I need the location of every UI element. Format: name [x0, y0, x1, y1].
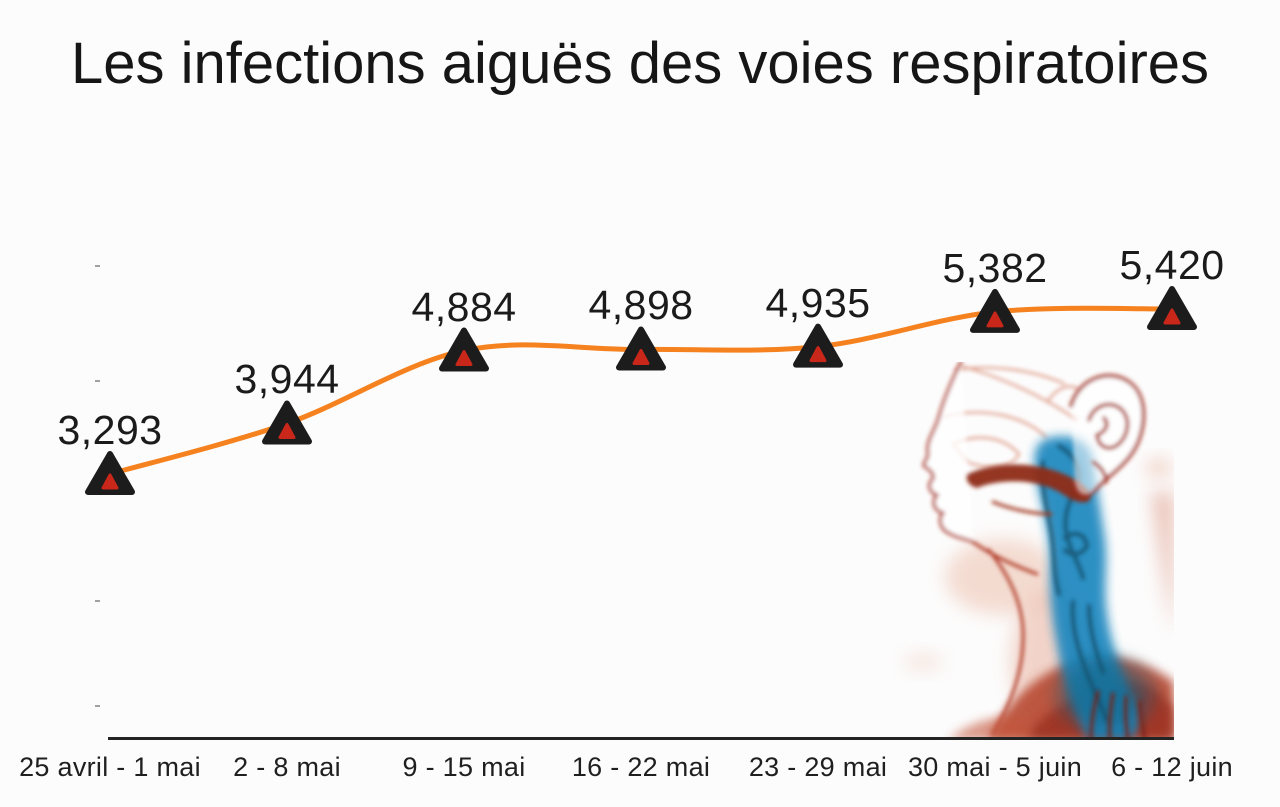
data-point-marker — [1147, 285, 1197, 330]
data-point-marker-inner — [1163, 308, 1181, 325]
value-label: 4,884 — [411, 283, 517, 330]
ear — [1069, 373, 1146, 497]
head-profile-illustration — [903, 362, 1174, 740]
data-point-marker — [262, 400, 312, 445]
chart-title: Les infections aiguës des voies respirat… — [70, 31, 1210, 96]
y-axis-tick — [95, 600, 100, 602]
y-axis-tick — [95, 380, 100, 382]
face-neck-outline — [922, 362, 1039, 736]
data-point-marker — [85, 450, 135, 495]
data-point-marker-inner — [986, 311, 1004, 328]
data-point-marker-inner — [278, 422, 296, 439]
airway-highlight — [1034, 436, 1153, 740]
x-axis-label: 2 - 8 mai — [233, 752, 341, 782]
trachea-strands — [1089, 690, 1147, 740]
value-label: 3,293 — [57, 406, 163, 453]
data-point-marker — [970, 288, 1020, 333]
value-label: 4,935 — [765, 279, 871, 326]
data-point-marker-inner — [632, 348, 650, 365]
x-axis-label: 16 - 22 mai — [571, 752, 711, 782]
x-axis-label: 6 - 12 juin — [1111, 752, 1233, 782]
value-label: 5,382 — [942, 244, 1048, 291]
data-point-marker-inner — [455, 350, 473, 367]
data-point-marker — [616, 326, 666, 371]
value-label: 3,944 — [234, 356, 340, 403]
data-point-marker — [793, 323, 843, 368]
x-axis-label: 25 avril - 1 mai — [19, 752, 201, 782]
x-axis-label: 30 mai - 5 juin — [907, 752, 1083, 782]
value-label: 4,898 — [588, 282, 694, 329]
x-axis-line — [108, 737, 1174, 740]
value-label: 5,420 — [1119, 241, 1225, 288]
y-axis-tick — [95, 705, 100, 707]
x-axis-label: 23 - 29 mai — [748, 752, 888, 782]
data-point-marker — [439, 327, 489, 372]
y-axis-tick — [95, 265, 100, 267]
x-axis-label: 9 - 15 mai — [402, 752, 526, 782]
data-point-marker-inner — [101, 473, 119, 490]
palate-curve — [966, 464, 1091, 516]
data-point-marker-inner — [809, 346, 827, 363]
